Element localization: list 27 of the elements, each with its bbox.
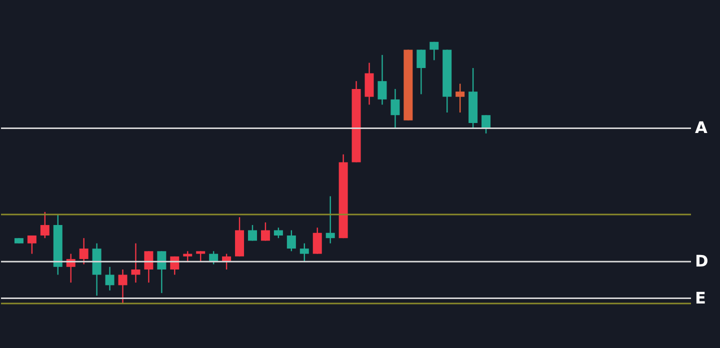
candlestick: [390, 88, 400, 129]
candlestick: [40, 211, 50, 239]
ref-line-label: D: [695, 252, 708, 271]
candlestick: [456, 83, 465, 114]
candlestick: [248, 224, 257, 242]
candlestick: [196, 250, 206, 262]
ref-line-label: E: [695, 288, 706, 308]
candlestick: [430, 41, 439, 61]
candlestick: [144, 250, 154, 284]
candlestick: [312, 227, 322, 254]
ref-line-label: A: [695, 118, 708, 138]
candlestick: [79, 238, 88, 265]
candlestick: [260, 222, 270, 242]
candlestick: [286, 230, 296, 252]
candlestick: [274, 227, 283, 239]
candlestick: [482, 114, 491, 134]
candlestick: [27, 234, 36, 254]
candlestick: [300, 242, 309, 262]
candlestick: [416, 49, 426, 95]
candlestick: [157, 250, 166, 294]
candlestick: [183, 250, 192, 262]
candlestick: [364, 62, 374, 106]
candlestick: [326, 196, 335, 244]
candlestick: [105, 266, 114, 292]
candlestick: [131, 242, 140, 284]
candlestick: [378, 54, 387, 106]
candlestick: [118, 268, 128, 304]
